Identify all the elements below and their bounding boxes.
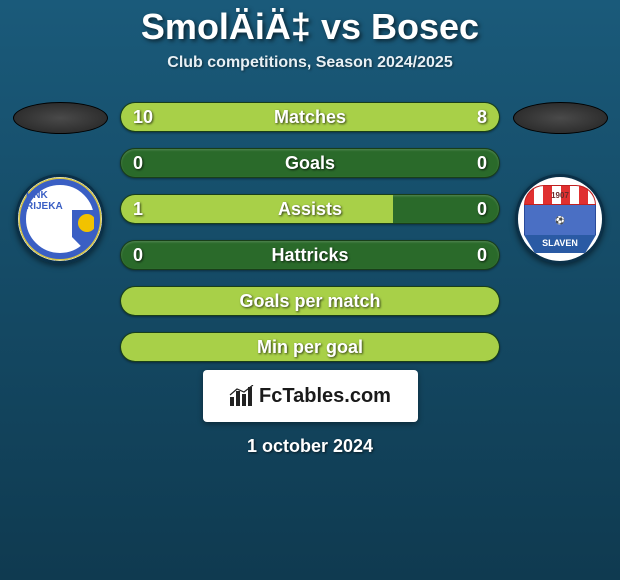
chart-bars-icon (229, 385, 255, 407)
stat-bar-gpm: Goals per match (120, 286, 500, 316)
stat-fill-left (121, 333, 499, 361)
rijeka-shield-icon (72, 210, 94, 248)
slaven-badge-year: 1907 (524, 185, 596, 205)
player-left-column: HNK RIJEKA (10, 102, 110, 264)
page-subtitle: Club competitions, Season 2024/2025 (167, 54, 452, 72)
stat-fill-left (121, 195, 393, 223)
content-wrapper: SmolÄiÄ‡ vs Bosec Club competitions, Sea… (0, 0, 620, 580)
stat-fill-left (121, 103, 329, 131)
rijeka-badge-text: HNK RIJEKA (26, 190, 72, 212)
player-right-column: 1907 ⚽ SLAVEN (510, 102, 610, 264)
main-row: HNK RIJEKA 10 Matches 8 0 Goals 0 (0, 102, 620, 362)
stat-left-value: 0 (133, 149, 143, 177)
stat-label: Goals (121, 149, 499, 177)
stats-column: 10 Matches 8 0 Goals 0 1 Assists 0 (120, 102, 500, 362)
stat-fill-right (329, 103, 499, 131)
stat-bar-mpg: Min per goal (120, 332, 500, 362)
slaven-badge-inner: 1907 ⚽ SLAVEN (524, 185, 596, 253)
stat-bar-hattricks: 0 Hattricks 0 (120, 240, 500, 270)
slaven-badge-shield-icon: ⚽ (524, 205, 596, 235)
brand-text-wrap: FcTables.com (229, 385, 391, 408)
stat-label: Hattricks (121, 241, 499, 269)
stat-fill-left (121, 287, 499, 315)
stat-bar-assists: 1 Assists 0 (120, 194, 500, 224)
stat-bar-goals: 0 Goals 0 (120, 148, 500, 178)
player-right-silhouette (513, 102, 608, 134)
slaven-badge-name: SLAVEN (524, 235, 596, 253)
player-left-silhouette (13, 102, 108, 134)
rijeka-badge: HNK RIJEKA (15, 174, 105, 264)
rijeka-ring: HNK RIJEKA (20, 179, 100, 259)
stat-right-value: 0 (477, 149, 487, 177)
stat-left-value: 0 (133, 241, 143, 269)
slaven-badge: 1907 ⚽ SLAVEN (515, 174, 605, 264)
brand-link[interactable]: FcTables.com (203, 370, 418, 422)
stat-bar-matches: 10 Matches 8 (120, 102, 500, 132)
page-title: SmolÄiÄ‡ vs Bosec (141, 6, 479, 48)
footer-date: 1 october 2024 (247, 436, 373, 457)
brand-label: FcTables.com (259, 385, 391, 408)
stat-right-value: 0 (477, 241, 487, 269)
stat-right-value: 0 (477, 195, 487, 223)
